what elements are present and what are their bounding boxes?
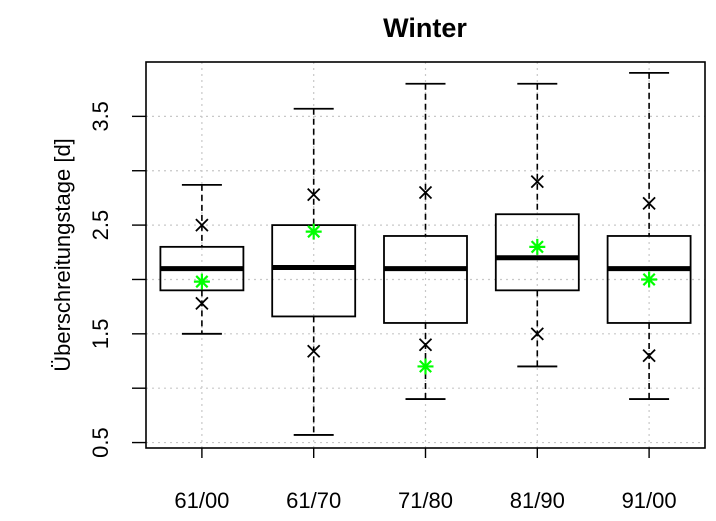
cross-marker (530, 327, 544, 341)
y-axis-label: Überschreitungstage [d] (50, 138, 75, 372)
x-tick-label: 61/70 (286, 488, 341, 513)
grid-lines (146, 62, 705, 448)
cross-marker (307, 188, 321, 202)
y-tick-label: 2.5 (88, 210, 113, 241)
cross-marker (642, 348, 656, 363)
box-series (159, 71, 692, 436)
y-tick-label: 1.5 (88, 319, 113, 350)
plot-frame (145, 61, 706, 449)
chart-title: Winter (383, 13, 467, 43)
x-tick-label: 61/00 (174, 488, 229, 513)
y-tick-label: 3.5 (88, 101, 113, 132)
x-axis: 61/00 61/70 71/80 81/90 91/00 (174, 448, 677, 513)
y-axis: 0.5 1.5 2.5 3.5 (88, 101, 146, 458)
y-tick-label: 0.5 (88, 427, 113, 458)
box-iqr (606, 235, 692, 324)
star-marker (641, 271, 658, 288)
cross-marker (530, 174, 544, 189)
star-marker (193, 273, 210, 290)
box-91/00 (606, 71, 692, 400)
cross-marker (195, 218, 209, 232)
box-61/00 (159, 183, 245, 335)
star-marker (305, 223, 322, 240)
box-61/70 (271, 107, 357, 436)
star-marker (529, 238, 546, 255)
cross-marker (307, 344, 321, 358)
x-tick-label: 91/00 (622, 488, 677, 513)
box-iqr (494, 213, 580, 292)
box-81/90 (494, 82, 580, 368)
cross-marker (418, 338, 433, 352)
x-tick-label: 71/80 (398, 488, 453, 513)
x-tick-label: 81/90 (510, 488, 565, 513)
cross-marker (642, 196, 656, 210)
star-marker (417, 358, 434, 375)
cross-marker (418, 185, 433, 200)
cross-marker (195, 296, 209, 311)
box-iqr (383, 235, 468, 324)
box-71/80 (383, 82, 468, 400)
